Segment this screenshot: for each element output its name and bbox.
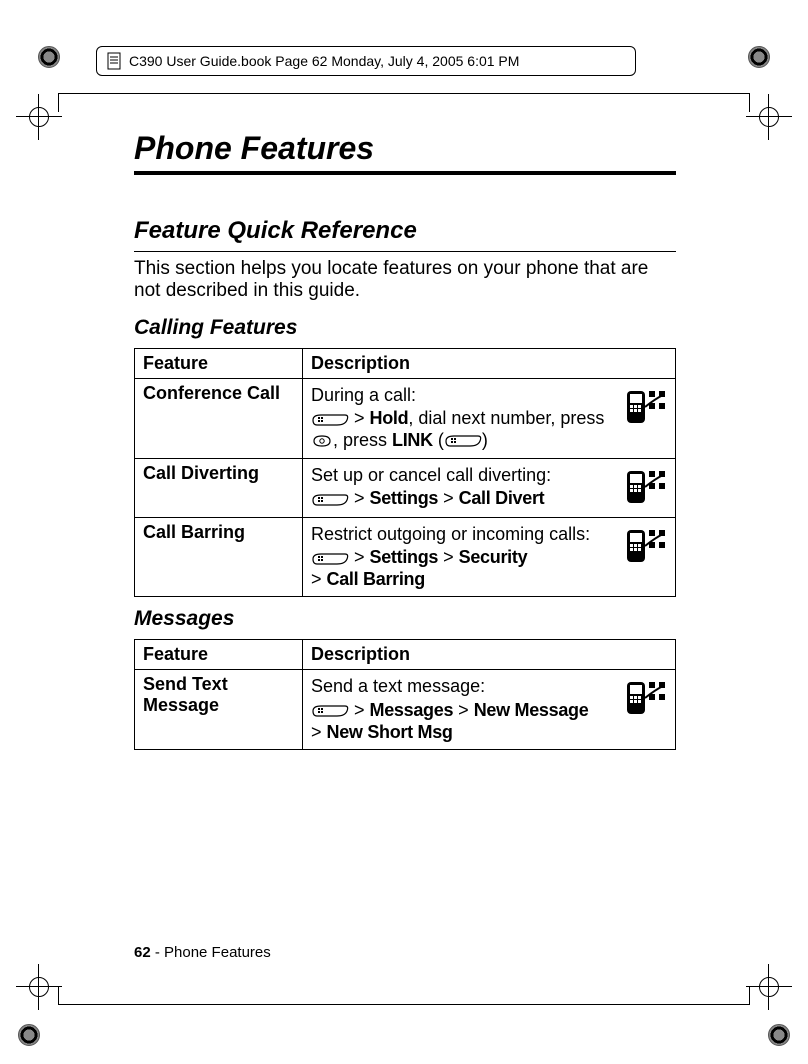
nav-key-icon [311,433,333,449]
reg-dot-icon [768,1024,790,1046]
phone-network-icon [619,524,667,572]
table-row: Conference Call During a call: > Hold, d… [135,378,676,458]
menu-softkey-icon [444,434,482,448]
desc-path: > Messages > New Message> New Short Msg [311,700,667,743]
desc-text: During a call: [311,385,667,407]
title-rule [134,171,676,175]
book-icon [107,52,121,70]
col-header-description: Description [303,348,676,378]
desc-path: > Hold, dial next number, press , press … [311,408,667,451]
doc-meta-box: C390 User Guide.book Page 62 Monday, Jul… [96,46,636,76]
feature-description: During a call: > Hold, dial next number,… [303,378,676,458]
table-header-row: Feature Description [135,348,676,378]
desc-path: > Settings > Call Divert [311,488,667,510]
reg-cross-icon [16,964,62,1010]
page-title: Phone Features [134,130,676,167]
desc-path: > Settings > Security> Call Barring [311,547,667,590]
reg-cross-icon [16,94,62,140]
feature-description: Set up or cancel call diverting: > Setti… [303,458,676,517]
feature-description: Send a text message: > Messages > New Me… [303,670,676,750]
section-rule [134,251,676,252]
phone-network-icon [619,676,667,724]
feature-name: Conference Call [135,378,303,458]
table-header-row: Feature Description [135,640,676,670]
desc-text: Send a text message: [311,676,667,698]
subsection-calling-title: Calling Features [134,316,676,340]
section-intro: This section helps you locate features o… [134,258,676,302]
calling-features-table: Feature Description Conference Call Duri… [134,348,676,598]
col-header-description: Description [303,640,676,670]
menu-softkey-icon [311,552,349,566]
reg-dot-icon [748,46,770,68]
feature-name: Send Text Message [135,670,303,750]
page-footer: 62 - Phone Features [134,944,271,961]
section-title: Feature Quick Reference [134,217,676,245]
reg-cross-icon [746,94,792,140]
table-row: Send Text Message Send a text message: >… [135,670,676,750]
reg-dot-icon [38,46,60,68]
desc-text: Restrict outgoing or incoming calls: [311,524,667,546]
menu-softkey-icon [311,704,349,718]
doc-meta-text: C390 User Guide.book Page 62 Monday, Jul… [129,53,519,69]
footer-section-label: - Phone Features [151,944,271,961]
menu-softkey-icon [311,493,349,507]
phone-network-icon [619,385,667,433]
reg-cross-icon [746,964,792,1010]
desc-text: Set up or cancel call diverting: [311,465,667,487]
feature-name: Call Barring [135,517,303,597]
menu-softkey-icon [311,413,349,427]
footer-page-number: 62 [134,944,151,961]
reg-dot-icon [18,1024,40,1046]
col-header-feature: Feature [135,348,303,378]
table-row: Call Diverting Set up or cancel call div… [135,458,676,517]
feature-name: Call Diverting [135,458,303,517]
feature-description: Restrict outgoing or incoming calls: > S… [303,517,676,597]
messages-features-table: Feature Description Send Text Message Se… [134,639,676,750]
page-content: Phone Features Feature Quick Reference T… [134,130,676,750]
phone-network-icon [619,465,667,513]
col-header-feature: Feature [135,640,303,670]
table-row: Call Barring Restrict outgoing or incomi… [135,517,676,597]
subsection-messages-title: Messages [134,607,676,631]
